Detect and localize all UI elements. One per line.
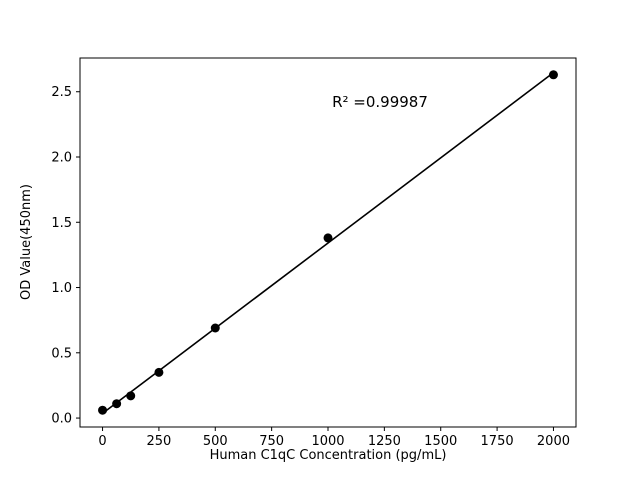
r-squared-annotation: R² =0.99987 (332, 93, 428, 111)
x-tick-label: 2000 (537, 434, 570, 449)
y-tick-label: 0.5 (51, 346, 72, 361)
y-tick-label: 2.5 (51, 85, 72, 100)
x-tick-label: 0 (98, 434, 106, 449)
y-axis-label: OD Value(450nm) (19, 184, 34, 300)
y-tick-label: 2.0 (51, 151, 72, 166)
x-tick-label: 1500 (424, 434, 457, 449)
x-tick-label: 1250 (368, 434, 401, 449)
data-point (98, 405, 108, 415)
data-point (548, 70, 558, 80)
data-point (323, 233, 333, 243)
y-tick-label: 0.0 (51, 412, 72, 427)
x-tick-label: 1000 (311, 434, 344, 449)
x-tick-label: 750 (259, 434, 284, 449)
data-point (112, 399, 122, 409)
x-tick-label: 500 (203, 434, 228, 449)
data-point (126, 391, 136, 401)
x-tick-label: 1750 (481, 434, 514, 449)
data-point (210, 323, 220, 333)
x-tick-label: 250 (146, 434, 171, 449)
y-tick-label: 1.5 (51, 216, 72, 231)
y-tick-label: 1.0 (51, 281, 72, 296)
data-point (154, 367, 164, 377)
plot-area: 0 250 500 750 1000 1250 1500 1750 2000 0.0 0.5 1.0 1… (51, 57, 577, 449)
fit-line (102, 72, 554, 415)
x-axis-label: Human C1qC Concentration (pg/mL) (210, 448, 447, 463)
